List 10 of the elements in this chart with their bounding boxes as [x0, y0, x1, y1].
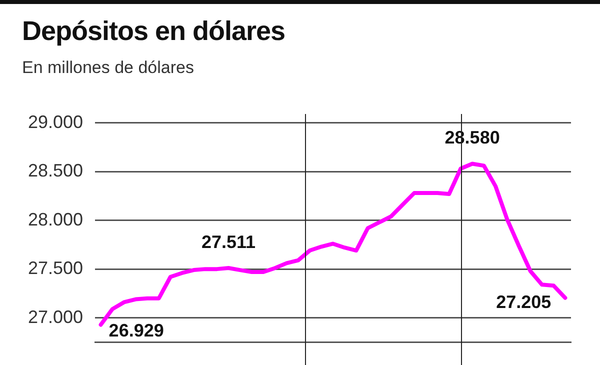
chart-subtitle: En millones de dólares [22, 58, 194, 78]
data-label: 26.929 [108, 320, 164, 341]
y-tick-label: 29.000 [28, 112, 83, 132]
data-label: 27.511 [201, 232, 256, 252]
data-label: 27.205 [496, 292, 552, 312]
y-tick-label: 28.000 [28, 209, 83, 230]
chart-title: Depósitos en dólares [22, 16, 286, 47]
y-tick-label: 27.500 [28, 258, 83, 278]
y-tick-label: 28.500 [28, 160, 83, 181]
y-tick-label: 27.000 [28, 306, 83, 327]
